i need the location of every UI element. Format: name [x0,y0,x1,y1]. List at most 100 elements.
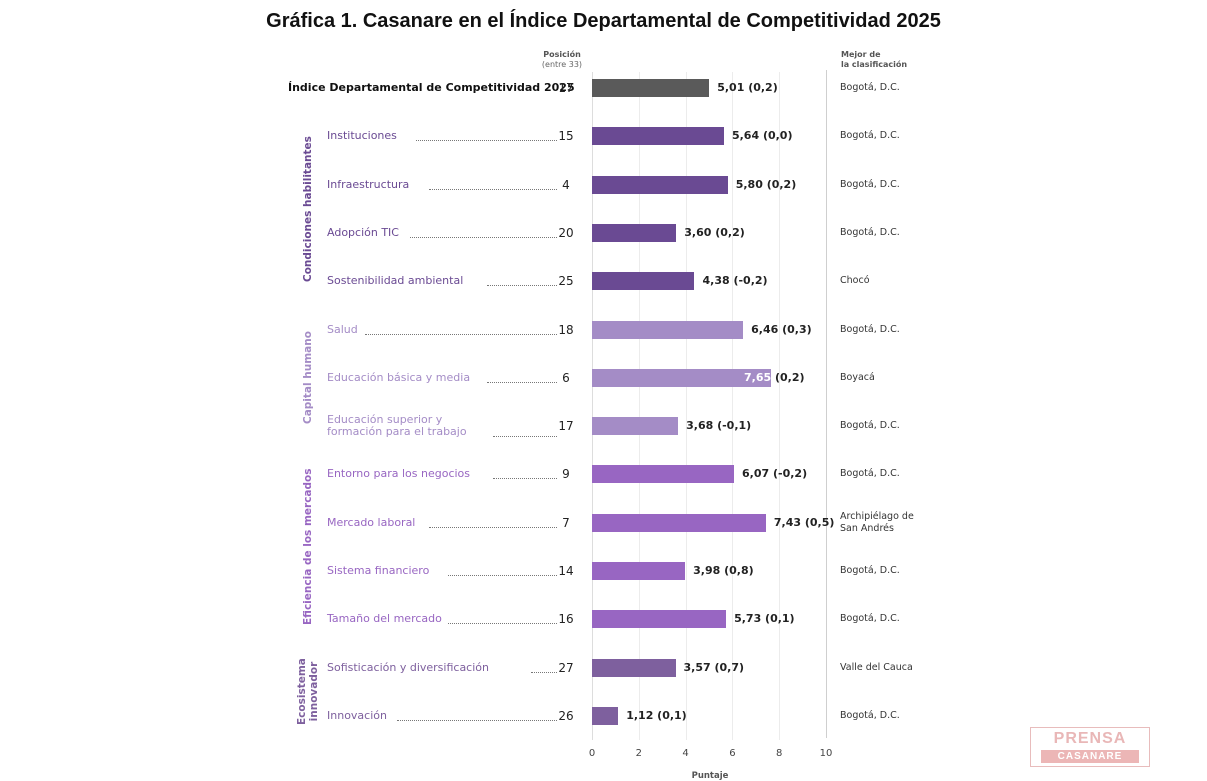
x-tick-label: 4 [682,748,689,759]
row-position: 27 [558,660,574,675]
gridline [638,72,640,740]
leader-dots [429,188,557,190]
leader-dots [365,333,557,335]
best-department: Valle del Cauca [840,661,913,673]
value-label: 6,46 (0,3) [751,322,812,336]
leader-dots [397,719,557,721]
group-label-capital: Capital humano [302,331,314,425]
leader-dots [448,575,557,576]
x-tick-label: 10 [819,748,833,759]
row-position: 25 [558,274,574,289]
best-department: Chocó [840,275,870,287]
x-axis-baseline [592,72,593,740]
x-tick-label: 2 [635,748,642,759]
row-label: Sistema financiero [327,564,430,577]
leader-dots [409,236,557,238]
leader-dots [429,526,557,528]
value-label: 1,12 (0,1) [626,708,687,722]
row-position: 18 [558,322,574,337]
best-header-line2: la clasificación [841,60,908,69]
group-label-condiciones: Condiciones habilitantes [302,135,314,282]
value-label: 5,01 (0,2) [717,81,778,94]
best-department: Bogotá, D.C. [840,420,900,432]
row-position: 15 [558,129,574,144]
row-position: 9 [562,467,570,482]
row-position: 7 [562,515,570,530]
position-header: Posición (entre 33) [540,50,584,70]
row-position: 17 [558,419,574,434]
row-label: Infraestructura [327,177,410,191]
value-label: 6,07 (-0,2) [742,467,808,481]
x-tick-label: 8 [776,748,783,759]
row-label: Innovación [327,708,387,722]
best-department: Boyacá [840,371,875,383]
gridline [779,72,781,740]
best-department: Bogotá, D.C. [840,565,900,576]
leader-dots [448,623,557,625]
logo-text-sub: CASANARE [1041,750,1139,763]
best-department: Bogotá, D.C. [840,613,900,625]
row-label: Sofisticación y diversificación [327,660,489,674]
row-position: 20 [558,225,574,240]
value-label: 5,73 (0,1) [734,612,795,626]
row-label: Tamaño del mercado [327,612,442,626]
data-bar [592,127,724,146]
best-department: Bogotá, D.C. [840,130,900,142]
x-tick-label: 0 [588,748,596,759]
data-bar [592,79,710,97]
best-department: Bogotá, D.C. [840,323,900,335]
gridline [685,72,687,740]
row-label: Adopción TIC [327,225,399,239]
data-bar [592,610,727,629]
value-label: 5,64 (0,0) [731,129,793,143]
row-position: 26 [558,708,574,723]
row-label: Salud [327,322,358,336]
value-label: 3,98 (0,8) [693,564,754,577]
group-label-ecosistema: Ecosistema innovador [296,658,320,726]
leader-dots [486,285,557,287]
chart-title: Gráfica 1. Casanare en el Índice Departa… [266,10,941,32]
row-label: Educación superior y formación para el tr… [327,413,467,439]
data-bar [592,658,676,677]
x-tick-label: 6 [729,748,736,759]
row-label: Educación básica y media [327,370,471,384]
row-label: Entorno para los negocios [327,467,471,481]
data-bar [592,706,619,725]
data-bar [592,465,735,484]
row-position: 4 [562,177,570,192]
row-label: Sostenibilidad ambiental [327,274,464,288]
x-axis-label: Puntaje [691,771,729,781]
value-label: 3,57 (0,7) [683,660,745,674]
best-department: Bogotá, D.C. [840,82,900,93]
leader-dots [486,381,557,383]
data-bar [592,223,677,242]
row-position: 6 [562,370,570,385]
best-header-line1: Mejor de [841,50,881,59]
position-header-sub: (entre 33) [541,60,583,69]
best-department: Bogotá, D.C. [840,226,900,238]
row-position: 14 [558,564,574,578]
best-header: Mejor de la clasificación [841,50,907,70]
leader-dots [531,671,557,673]
prensa-libre-logo: PRENSA LIBRE CASANARE [1030,727,1150,767]
value-label: 3,68 (-0,1) [686,419,752,433]
row-position: 16 [558,612,574,627]
best-column-divider [826,70,827,738]
value-label: 5,80 (0,2) [735,177,797,191]
best-department: Archipiélago de San Andrés [840,510,914,534]
value-number: 7,65 [744,370,772,384]
data-bar [592,562,686,580]
leader-dots [416,140,557,142]
leader-dots [493,478,557,480]
value-label: 7,65 (0,2) [744,371,805,384]
data-bar [592,368,771,387]
data-bar [592,513,766,532]
best-department: Bogotá, D.C. [840,709,900,721]
value-label: 4,38 (-0,2) [702,274,768,288]
value-change: (0,2) [771,370,805,384]
row-label: Instituciones [327,129,397,143]
best-department: Bogotá, D.C. [840,178,900,190]
leader-dots [493,436,557,438]
value-label: 3,60 (0,2) [684,225,745,239]
data-bar [592,175,728,194]
